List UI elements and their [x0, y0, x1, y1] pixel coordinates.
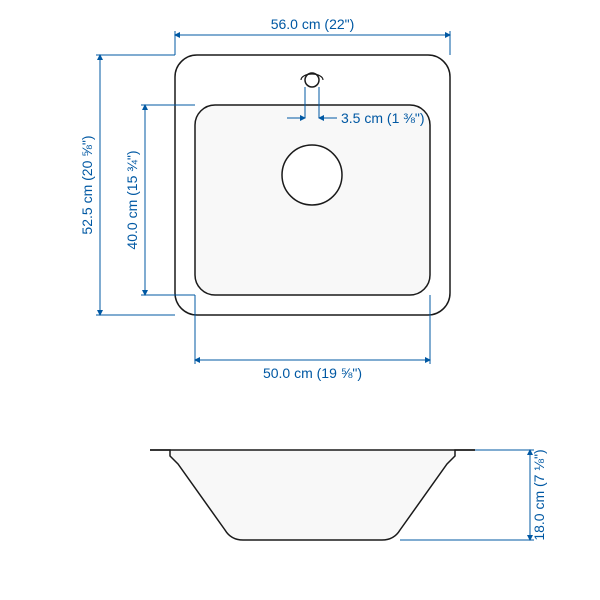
svg-text:56.0 cm (22"): 56.0 cm (22")	[271, 16, 355, 32]
top-view	[175, 55, 450, 315]
svg-text:52.5 cm (20 ⅝"): 52.5 cm (20 ⅝")	[79, 135, 95, 234]
svg-text:40.0 cm (15 ¾"): 40.0 cm (15 ¾")	[124, 150, 140, 249]
dimension-drawing: 56.0 cm (22") 50.0 cm (19 ⅝") 52.5 cm (20 …	[0, 0, 600, 600]
svg-text:3.5 cm (1 ⅜"): 3.5 cm (1 ⅜")	[341, 110, 425, 126]
svg-text:18.0 cm (7 ⅛"): 18.0 cm (7 ⅛")	[531, 449, 547, 540]
svg-text:50.0 cm (19 ⅝"): 50.0 cm (19 ⅝")	[263, 365, 362, 381]
side-view	[150, 450, 475, 540]
